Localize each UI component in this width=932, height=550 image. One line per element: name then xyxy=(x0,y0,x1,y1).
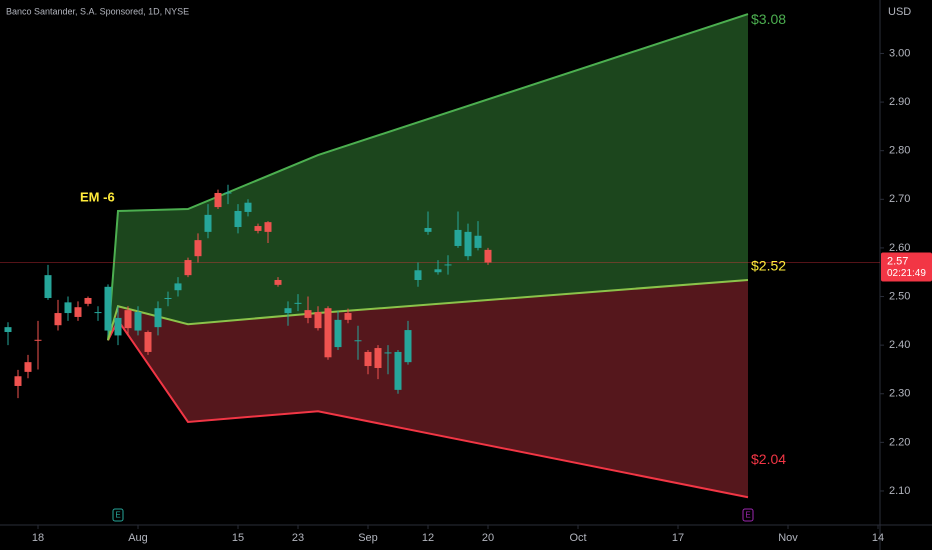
candle-body xyxy=(304,310,312,318)
y-tick-label: 2.10 xyxy=(889,485,910,497)
event-marker xyxy=(112,508,124,522)
candle-body xyxy=(394,351,402,390)
x-tick-label: 17 xyxy=(672,532,684,544)
em-price-annotation: $2.52 xyxy=(751,258,786,274)
candle-body xyxy=(144,332,152,352)
candle-body xyxy=(324,308,332,358)
candle-body xyxy=(464,231,472,257)
candle-body xyxy=(314,312,322,329)
y-tick-label: 2.30 xyxy=(889,388,910,400)
x-tick-label: 12 xyxy=(422,532,434,544)
candle-body xyxy=(14,376,22,386)
candle-body xyxy=(244,202,252,212)
candle-body xyxy=(174,283,182,291)
candle-body xyxy=(224,192,232,194)
candle-body xyxy=(484,249,492,263)
chart-title: Banco Santander, S.A. Sponsored, 1D, NYS… xyxy=(6,6,189,16)
candle-body xyxy=(104,286,112,331)
candle-body xyxy=(54,313,62,326)
candle-body xyxy=(274,280,282,285)
candle-body xyxy=(204,214,212,232)
y-tick-label: 2.60 xyxy=(889,242,910,254)
candle-body xyxy=(294,302,302,304)
y-tick-label: 2.40 xyxy=(889,339,910,351)
candle-body xyxy=(374,348,382,368)
candle-body xyxy=(184,260,192,276)
y-tick-label: 2.90 xyxy=(889,96,910,108)
candle-body xyxy=(334,319,342,348)
last-price-box xyxy=(881,252,932,282)
event-label: E xyxy=(115,511,120,520)
currency-label: USD xyxy=(888,6,911,18)
candle-body xyxy=(94,312,102,314)
x-tick-label: 18 xyxy=(32,532,44,544)
candle-body xyxy=(354,340,362,342)
y-tick-label: 3.00 xyxy=(889,47,910,59)
candle-body xyxy=(164,297,172,299)
candle-body xyxy=(254,226,262,231)
em-price-annotation: $3.08 xyxy=(751,11,786,27)
lower-band-fill xyxy=(108,280,748,498)
candle-body xyxy=(74,307,82,317)
middle-band-line xyxy=(107,279,749,341)
candle-body xyxy=(44,275,52,298)
candle-body xyxy=(444,264,452,266)
candle-body xyxy=(4,327,12,333)
candle-body xyxy=(264,222,272,232)
candle-body xyxy=(124,310,132,329)
candle-body xyxy=(424,227,432,232)
candle-body xyxy=(384,352,392,354)
em-label: EM -6 xyxy=(80,189,115,204)
candle-body xyxy=(414,270,422,280)
x-tick-label: 14 xyxy=(872,532,884,544)
event-label: E xyxy=(745,511,750,520)
x-tick-label: Sep xyxy=(358,532,378,544)
x-tick-label: 20 xyxy=(482,532,494,544)
x-tick-label: Oct xyxy=(569,532,586,544)
candle-body xyxy=(114,317,122,336)
candle-body xyxy=(64,302,72,314)
x-tick-label: Nov xyxy=(778,532,798,544)
candle-body xyxy=(234,210,242,228)
upper-band-line xyxy=(107,13,749,341)
y-tick-label: 2.20 xyxy=(889,436,910,448)
x-tick-label: 15 xyxy=(232,532,244,544)
candle-body xyxy=(34,339,42,341)
candle-body xyxy=(84,297,92,304)
candle-body xyxy=(454,229,462,246)
candle-body xyxy=(364,351,372,367)
candle-body xyxy=(344,313,352,320)
upper-band-fill xyxy=(108,14,748,341)
y-tick-label: 2.50 xyxy=(889,290,910,302)
x-tick-label: 23 xyxy=(292,532,304,544)
candle-body xyxy=(404,330,412,363)
y-tick-label: 2.80 xyxy=(889,145,910,157)
candle-body xyxy=(284,308,292,314)
candle-body xyxy=(134,312,142,331)
candle-body xyxy=(434,269,442,273)
candle-body xyxy=(474,235,482,248)
event-marker xyxy=(742,508,754,522)
candle-body xyxy=(194,240,202,257)
countdown-label: 02:21:49 xyxy=(887,268,926,279)
last-price-label: 2.57 xyxy=(887,255,908,267)
y-tick-label: 2.70 xyxy=(889,193,910,205)
em-price-annotation: $2.04 xyxy=(751,451,786,467)
candle-body xyxy=(154,308,162,328)
candle-body xyxy=(214,192,222,208)
candle-body xyxy=(24,362,32,372)
x-tick-label: Aug xyxy=(128,532,148,544)
